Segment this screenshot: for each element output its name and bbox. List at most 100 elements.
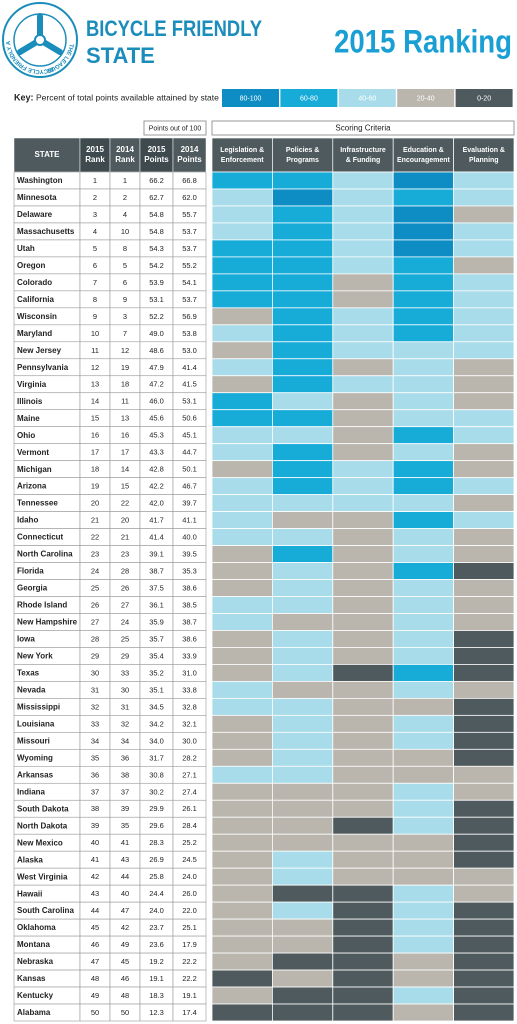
cell-value: 20 — [121, 516, 129, 525]
score-cell — [332, 647, 394, 665]
key-swatch — [455, 89, 513, 107]
score-cell — [453, 748, 515, 767]
cell-value: 38 — [121, 770, 129, 779]
score-cell — [453, 816, 515, 835]
score-cell — [332, 782, 394, 801]
score-cell — [271, 307, 334, 326]
cell-value: 42 — [121, 923, 129, 932]
score-cell — [332, 901, 394, 920]
cell-value: 38 — [91, 804, 99, 813]
cell-value: 13 — [91, 380, 99, 389]
key-swatch-label: 40-60 — [358, 95, 376, 102]
score-cell — [332, 443, 394, 462]
cell-value: 35 — [121, 821, 129, 830]
score-cell — [392, 833, 455, 852]
state-name: Rhode Island — [17, 601, 67, 610]
score-cell — [211, 273, 273, 292]
cell-value: 31 — [91, 685, 99, 694]
score-cell — [211, 596, 273, 614]
score-cell — [392, 409, 455, 428]
score-cell — [453, 833, 515, 852]
score-cell — [211, 731, 273, 750]
state-name: Louisiana — [17, 719, 55, 728]
cell-value: 5 — [93, 244, 97, 253]
cell-value: 25 — [91, 583, 99, 592]
score-cell — [211, 545, 273, 563]
score-cell — [392, 748, 455, 767]
cell-value: 42.8 — [149, 465, 164, 474]
score-cell — [332, 358, 394, 377]
state-name: Delaware — [17, 210, 53, 219]
score-cell — [332, 494, 394, 512]
state-name: Nevada — [17, 685, 46, 694]
score-cell — [332, 850, 394, 869]
cell-value: 9 — [123, 295, 127, 304]
cell-value: 22 — [121, 499, 129, 508]
score-cell — [392, 579, 455, 597]
cell-value: 10 — [91, 329, 99, 338]
state-name: Minnesota — [17, 193, 57, 202]
state-name: Pennsylvania — [17, 363, 69, 372]
state-name: New Hampshire — [17, 618, 78, 627]
cell-value: 33.8 — [182, 685, 197, 694]
column-header: 2014 — [181, 145, 199, 154]
state-name: Ohio — [17, 431, 35, 440]
cell-value: 47.2 — [149, 380, 164, 389]
score-cell — [211, 205, 273, 224]
cell-value: 24.0 — [149, 906, 164, 915]
key-swatch-label: 0-20 — [477, 95, 491, 102]
title-line2: STATE — [86, 43, 155, 68]
cell-value: 41.4 — [149, 533, 164, 542]
score-cell — [271, 799, 334, 818]
score-cell — [332, 613, 394, 631]
score-cell — [211, 511, 273, 529]
cell-value: 38.5 — [182, 600, 197, 609]
cell-value: 33 — [121, 668, 129, 677]
cell-value: 35.2 — [149, 668, 164, 677]
cell-value: 53.7 — [182, 227, 197, 236]
cell-value: 22.0 — [182, 906, 197, 915]
cell-value: 30 — [91, 668, 99, 677]
cell-value: 54.2 — [149, 261, 164, 270]
criteria-header: & Funding — [346, 157, 381, 164]
score-cell — [271, 613, 334, 631]
cell-value: 29.9 — [149, 804, 164, 813]
score-cell — [453, 613, 515, 631]
state-name: Texas — [17, 669, 40, 678]
score-cell — [271, 901, 334, 920]
cell-value: 53.7 — [182, 244, 197, 253]
cell-value: 42.2 — [149, 482, 164, 491]
score-cell — [211, 816, 273, 835]
state-name: Illinois — [17, 397, 43, 406]
cell-value: 18 — [91, 465, 99, 474]
cell-value: 34.5 — [149, 702, 164, 711]
score-cell — [392, 630, 455, 648]
criteria-caption: Scoring Criteria — [335, 124, 391, 133]
criteria-header: Planning — [469, 157, 499, 164]
score-cell — [453, 596, 515, 614]
cell-value: 11 — [91, 346, 99, 355]
score-cell — [271, 918, 334, 937]
header-cell — [79, 137, 111, 173]
score-cell — [271, 647, 334, 665]
score-cell — [453, 426, 515, 445]
cell-value: 5 — [123, 261, 127, 270]
score-cell — [453, 460, 515, 479]
cell-value: 44 — [121, 872, 129, 881]
score-cell — [211, 850, 273, 869]
score-cell — [453, 494, 515, 512]
cell-value: 45 — [91, 923, 99, 932]
score-cell — [332, 205, 394, 224]
state-name: Alaska — [17, 855, 43, 864]
score-cell — [271, 867, 334, 886]
score-cell — [211, 833, 273, 852]
score-cell — [453, 239, 515, 258]
score-cell — [453, 273, 515, 292]
state-name: Hawaii — [17, 889, 42, 898]
score-cell — [332, 681, 394, 699]
cell-value: 42 — [91, 872, 99, 881]
score-cell — [453, 969, 515, 988]
score-cell — [453, 697, 515, 716]
score-cell — [211, 171, 273, 190]
column-header: 2014 — [116, 145, 134, 154]
